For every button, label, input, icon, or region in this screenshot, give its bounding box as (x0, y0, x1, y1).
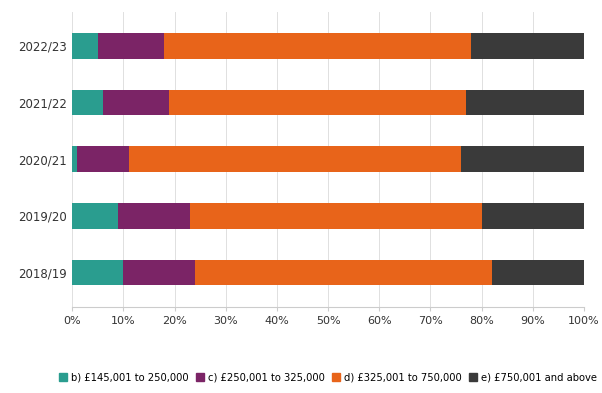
Bar (72, 203, 118, 229)
Bar (118, 203, 190, 229)
Bar (471, 33, 584, 59)
Legend: b) £145,001 to 250,000, c) £250,001 to 325,000, d) £325,001 to 750,000, e) £750,: b) £145,001 to 250,000, c) £250,001 to 3… (57, 371, 599, 384)
Bar (98, 33, 164, 59)
Bar (123, 260, 195, 285)
Bar (72, 260, 123, 285)
Bar (103, 90, 170, 115)
Bar (72, 147, 77, 172)
Bar (466, 90, 584, 115)
Bar (461, 147, 584, 172)
Bar (129, 147, 461, 172)
Bar (170, 90, 466, 115)
Bar (77, 147, 129, 172)
Bar (72, 90, 103, 115)
Bar (190, 203, 482, 229)
Bar (195, 260, 492, 285)
Bar (72, 33, 98, 59)
Bar (482, 203, 584, 229)
Bar (164, 33, 471, 59)
Bar (492, 260, 584, 285)
